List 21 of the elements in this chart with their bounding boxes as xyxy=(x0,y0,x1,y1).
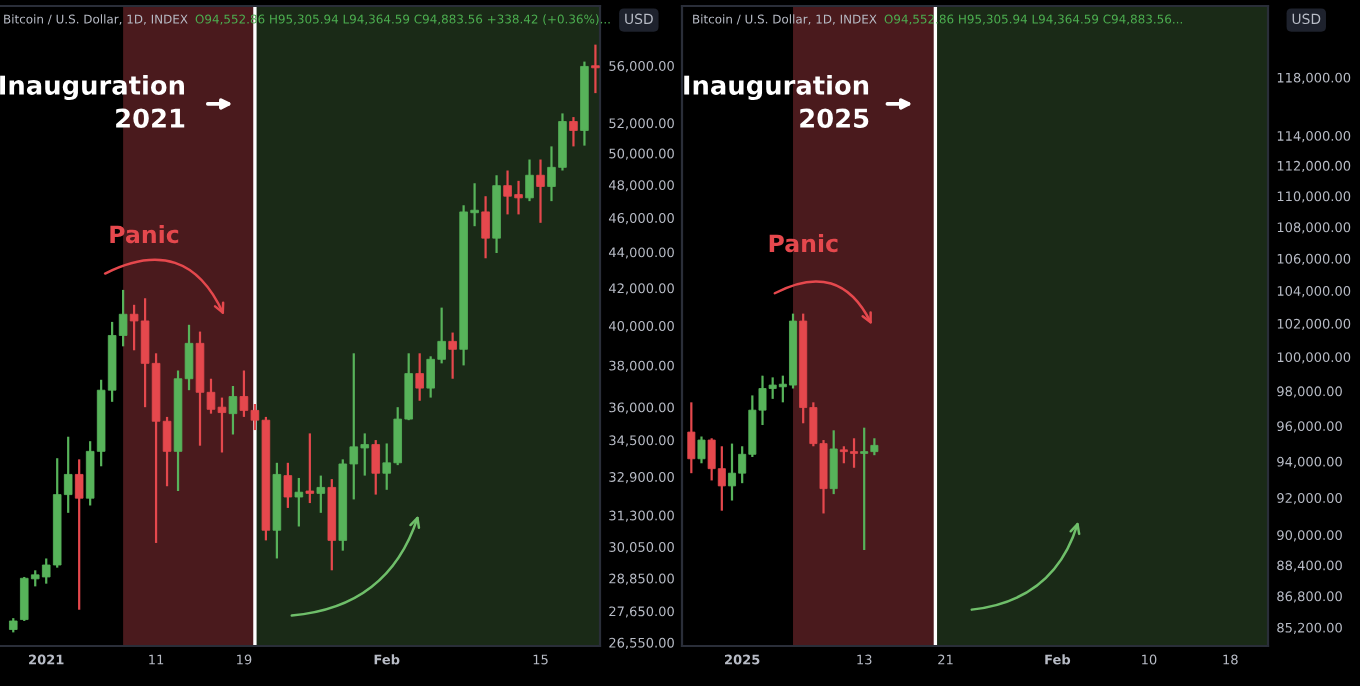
annotation: Inauguration 2021 xyxy=(0,74,185,128)
candlestick xyxy=(697,435,706,465)
candlestick xyxy=(371,438,381,496)
candlestick xyxy=(536,158,545,224)
candlestick xyxy=(829,429,838,496)
annotation: Panic xyxy=(110,224,179,244)
candlestick xyxy=(687,401,696,475)
candlestick xyxy=(448,331,457,380)
candlestick xyxy=(283,461,293,510)
candlestick xyxy=(305,432,315,505)
candlestick xyxy=(316,474,326,514)
candlestick xyxy=(525,158,534,203)
candlestick xyxy=(228,384,238,436)
annotation: Panic xyxy=(769,233,838,253)
candlestick xyxy=(415,352,424,402)
annotation: Inauguration 2025 xyxy=(684,74,869,128)
candlestick xyxy=(294,476,304,528)
candlestick xyxy=(74,458,84,611)
candlestick xyxy=(481,195,490,260)
candlestick xyxy=(591,43,600,95)
candlestick xyxy=(569,115,578,148)
